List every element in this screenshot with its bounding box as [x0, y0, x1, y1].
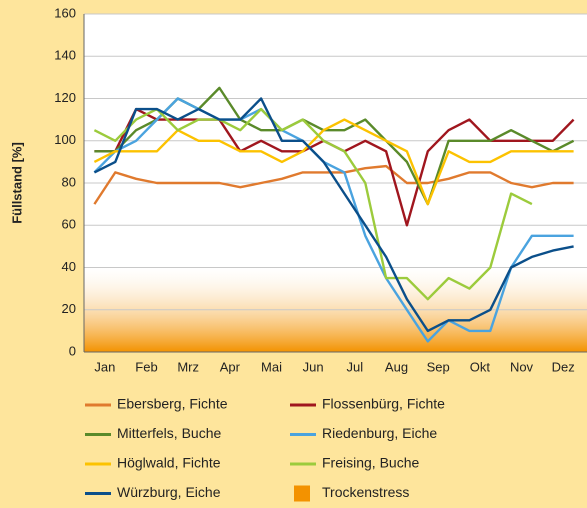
legend-label: Ebersberg, Fichte [117, 396, 228, 412]
x-tick-label: Jun [303, 359, 324, 374]
y-axis-label: Füllstand [%] [9, 142, 24, 224]
y-tick-label: 60 [62, 217, 76, 232]
x-tick-label: Jul [347, 359, 364, 374]
x-tick-label: Sep [427, 359, 450, 374]
legend-label: Höglwald, Fichte [117, 455, 221, 471]
series-line [93, 107, 533, 301]
legend: Ebersberg, Fichte Flossenbürg, Fichte Mitt… [85, 396, 445, 502]
y-tick-label: 40 [62, 259, 76, 274]
legend-label: Freising, Buche [322, 455, 419, 471]
series-line [93, 97, 574, 333]
y-tick-label: 140 [54, 48, 76, 63]
legend-label: Mitterfels, Buche [117, 425, 221, 441]
legend-label: Trockenstress [322, 484, 409, 500]
x-tick-label: Feb [135, 359, 157, 374]
y-tick-label: 100 [54, 132, 76, 147]
x-tick-label: Apr [220, 359, 241, 374]
x-tick-label: Aug [385, 359, 408, 374]
legend-label: Flossenbürg, Fichte [322, 396, 445, 412]
x-tick-label: Mai [261, 359, 282, 374]
y-tick-label: 20 [62, 301, 76, 316]
series-line [93, 97, 574, 343]
series-line [93, 118, 574, 206]
x-tick-label: Nov [510, 359, 534, 374]
y-tick-label: 0 [69, 343, 76, 358]
legend-label: Riedenburg, Eiche [322, 425, 437, 441]
x-tick-label: Okt [470, 359, 491, 374]
y-tick-label: 80 [62, 174, 76, 189]
x-tick-label: Dez [552, 359, 575, 374]
y-tick-label: 160 [54, 5, 76, 20]
x-tick-label: Jan [94, 359, 115, 374]
legend-swatch [294, 485, 310, 502]
legend-label: Würzburg, Eiche [117, 484, 221, 500]
x-tick-label: Mrz [177, 359, 199, 374]
series-line [93, 164, 574, 205]
y-tick-label: 120 [54, 90, 76, 105]
